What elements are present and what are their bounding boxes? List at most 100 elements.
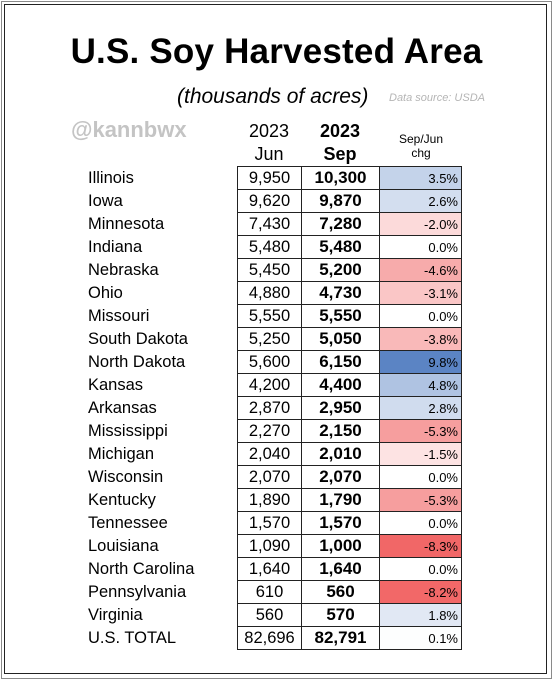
table-row: Indiana 5,480 5,480 0.0% [88, 235, 462, 259]
state-name-cell: Kentucky [88, 490, 156, 509]
acreage-table-body: Illinois 9,950 10,300 3.5% Iowa 9,620 9,870 2.6… [88, 166, 462, 650]
state-name-cell: North Dakota [88, 352, 186, 371]
sep-value-cell: 2,010 [301, 442, 380, 466]
sep-value-cell: 2,950 [301, 396, 380, 420]
data-source: Data source: USDA [389, 92, 485, 104]
change-pct-cell: 0.0% [379, 557, 462, 581]
change-pct-cell: -8.3% [379, 534, 462, 558]
jun-value-cell: 1,090 [237, 534, 302, 558]
jun-value-cell: 2,870 [237, 396, 302, 420]
change-pct-cell: 2.8% [379, 396, 462, 420]
jun-value-cell: 4,880 [237, 281, 302, 305]
column-header-jun-year: 2023 [248, 121, 290, 141]
jun-value-cell: 82,696 [237, 626, 302, 650]
state-name-cell: Tennessee [88, 513, 168, 532]
change-pct-cell: 0.0% [379, 511, 462, 535]
column-header-sep-month: Sep [323, 144, 357, 164]
table-row: U.S. TOTAL 82,696 82,791 0.1% [88, 626, 462, 650]
state-name-cell: Kansas [88, 375, 144, 394]
change-pct-cell: 9.8% [379, 350, 462, 374]
column-header-change-line1: Sep/Jun [398, 132, 444, 146]
sep-value-cell: 7,280 [301, 212, 380, 236]
sep-value-cell: 1,000 [301, 534, 380, 558]
change-pct-cell: 4.8% [379, 373, 462, 397]
change-pct-cell: 0.0% [379, 235, 462, 259]
sep-value-cell: 1,640 [301, 557, 380, 581]
state-name-cell: Pennsylvania [88, 582, 187, 601]
change-pct-cell: -3.8% [379, 327, 462, 351]
column-header-sep: 2023 Sep [301, 120, 379, 166]
table-row: North Carolina 1,640 1,640 0.0% [88, 557, 462, 581]
sep-value-cell: 4,400 [301, 373, 380, 397]
table-row: Missouri 5,550 5,550 0.0% [88, 304, 462, 328]
table-row: Virginia 560 570 1.8% [88, 603, 462, 627]
jun-value-cell: 610 [237, 580, 302, 604]
state-name-cell: Illinois [88, 168, 134, 187]
table-row: Illinois 9,950 10,300 3.5% [88, 166, 462, 190]
chart-subtitle: (thousands of acres) [177, 85, 369, 108]
table-row: Michigan 2,040 2,010 -1.5% [88, 442, 462, 466]
change-pct-cell: 1.8% [379, 603, 462, 627]
state-name-cell: Nebraska [88, 260, 159, 279]
sep-value-cell: 4,730 [301, 281, 380, 305]
state-name-cell: Michigan [88, 444, 155, 463]
state-name-cell: Virginia [88, 605, 143, 624]
state-name-cell: Louisiana [88, 536, 159, 555]
jun-value-cell: 9,620 [237, 189, 302, 213]
jun-value-cell: 1,890 [237, 488, 302, 512]
table-row: North Dakota 5,600 6,150 9.8% [88, 350, 462, 374]
column-header-sep-year: 2023 [319, 121, 361, 141]
sep-value-cell: 2,070 [301, 465, 380, 489]
table-row: Mississippi 2,270 2,150 -5.3% [88, 419, 462, 443]
table-row: Tennessee 1,570 1,570 0.0% [88, 511, 462, 535]
change-pct-cell: 0.0% [379, 465, 462, 489]
change-pct-cell: 3.5% [379, 166, 462, 190]
change-pct-cell: -1.5% [379, 442, 462, 466]
jun-value-cell: 2,270 [237, 419, 302, 443]
column-header-jun: 2023 Jun [237, 120, 301, 166]
table-row: Kansas 4,200 4,400 4.8% [88, 373, 462, 397]
jun-value-cell: 5,250 [237, 327, 302, 351]
sep-value-cell: 1,570 [301, 511, 380, 535]
state-name-cell: Indiana [88, 237, 143, 256]
change-pct-cell: -5.3% [379, 488, 462, 512]
state-name-cell: South Dakota [88, 329, 188, 348]
jun-value-cell: 5,600 [237, 350, 302, 374]
sep-value-cell: 570 [301, 603, 380, 627]
state-name-cell: Mississippi [88, 421, 168, 440]
change-pct-cell: 2.6% [379, 189, 462, 213]
sep-value-cell: 9,870 [301, 189, 380, 213]
state-name-cell: Arkansas [88, 398, 157, 417]
change-pct-cell: -4.6% [379, 258, 462, 282]
state-name-cell: Missouri [88, 306, 150, 325]
state-name-cell: U.S. TOTAL [88, 628, 177, 647]
sep-value-cell: 82,791 [301, 626, 380, 650]
change-pct-cell: -2.0% [379, 212, 462, 236]
state-name-cell: Minnesota [88, 214, 165, 233]
change-pct-cell: -5.3% [379, 419, 462, 443]
jun-value-cell: 4,200 [237, 373, 302, 397]
change-pct-cell: -8.2% [379, 580, 462, 604]
state-name-cell: North Carolina [88, 559, 195, 578]
jun-value-cell: 7,430 [237, 212, 302, 236]
acreage-table: Illinois 9,950 10,300 3.5% Iowa 9,620 9,870 2.6… [88, 166, 462, 650]
table-row: Minnesota 7,430 7,280 -2.0% [88, 212, 462, 236]
column-header-jun-month: Jun [254, 144, 284, 164]
table-row: Nebraska 5,450 5,200 -4.6% [88, 258, 462, 282]
change-pct-cell: 0.0% [379, 304, 462, 328]
sep-value-cell: 5,480 [301, 235, 380, 259]
state-name-cell: Iowa [88, 191, 123, 210]
jun-value-cell: 5,480 [237, 235, 302, 259]
sep-value-cell: 5,550 [301, 304, 380, 328]
chart-title: U.S. Soy Harvested Area [70, 32, 483, 71]
sep-value-cell: 1,790 [301, 488, 380, 512]
sep-value-cell: 560 [301, 580, 380, 604]
column-header-change: Sep/Jun chg [380, 132, 462, 160]
change-pct-cell: 0.1% [379, 626, 462, 650]
table-row: South Dakota 5,250 5,050 -3.8% [88, 327, 462, 351]
table-row: Kentucky 1,890 1,790 -5.3% [88, 488, 462, 512]
table-row: Pennsylvania 610 560 -8.2% [88, 580, 462, 604]
jun-value-cell: 1,570 [237, 511, 302, 535]
change-pct-cell: -3.1% [379, 281, 462, 305]
table-row: Wisconsin 2,070 2,070 0.0% [88, 465, 462, 489]
